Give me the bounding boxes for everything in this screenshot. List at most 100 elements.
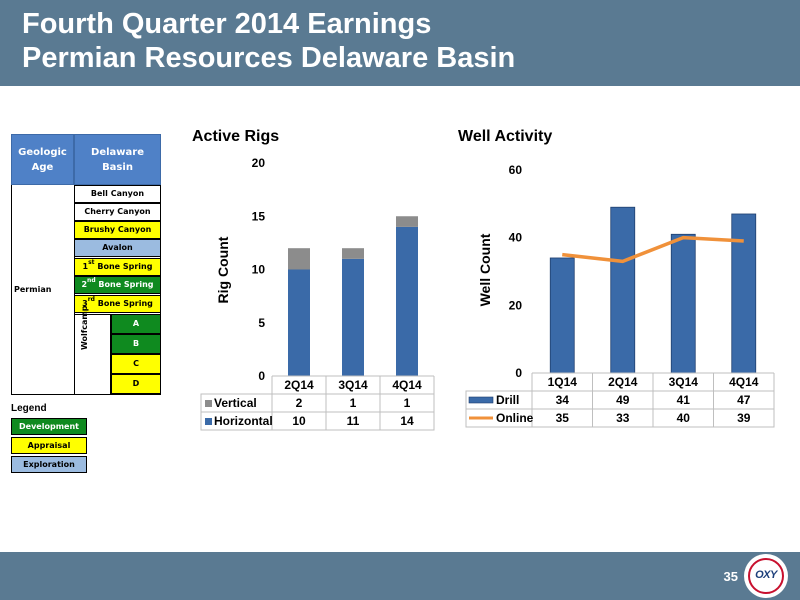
data-label: 35 xyxy=(556,411,570,425)
layer-label: Bone Spring xyxy=(97,299,153,308)
x-tick-label: 3Q14 xyxy=(669,375,699,389)
y-tick-label: 40 xyxy=(509,231,523,245)
y-tick-label: 10 xyxy=(252,263,266,277)
layer-1st-bone-spring: 1st Bone Spring xyxy=(74,258,161,276)
series-name: Horizontal xyxy=(214,414,273,428)
data-label: 49 xyxy=(616,393,630,407)
y-tick-label: 5 xyxy=(258,316,265,330)
permian-age-label: Permian xyxy=(14,285,52,294)
y-tick-label: 0 xyxy=(515,366,522,380)
slide-title-line-2: Permian Resources Delaware Basin xyxy=(22,42,516,74)
bar-vertical xyxy=(396,216,418,227)
bar-drill xyxy=(731,213,757,374)
data-label: 10 xyxy=(292,414,306,428)
wolfcamp-group xyxy=(74,314,111,395)
y-axis-label: Rig Count xyxy=(215,236,231,303)
logo-ring xyxy=(748,558,784,594)
legend-label: Development xyxy=(19,422,79,431)
page-number: 35 xyxy=(723,569,738,584)
bar-horizontal xyxy=(396,226,418,376)
y-tick-label: 0 xyxy=(258,369,265,383)
data-label: 2 xyxy=(296,396,303,410)
line-online xyxy=(562,235,744,264)
legend-appraisal: Appraisal xyxy=(11,437,87,454)
data-label: 33 xyxy=(616,411,630,425)
y-tick-label: 60 xyxy=(509,163,523,177)
series-name: Online xyxy=(496,411,534,425)
x-tick-label: 4Q14 xyxy=(392,378,422,392)
slide-footer: 35 xyxy=(0,552,800,600)
legend-label: Appraisal xyxy=(27,441,71,450)
series-name: Drill xyxy=(496,393,519,407)
bar-horizontal xyxy=(288,269,310,376)
layer-bell-canyon: Bell Canyon xyxy=(74,185,161,203)
layer-cherry-canyon: Cherry Canyon xyxy=(74,203,161,221)
layer-brushy-canyon: Brushy Canyon xyxy=(74,221,161,239)
legend-swatch xyxy=(205,400,212,407)
data-label: 40 xyxy=(677,411,691,425)
y-axis-label: Well Count xyxy=(477,233,493,306)
layer-label: Brushy Canyon xyxy=(83,225,152,234)
data-label: 34 xyxy=(556,393,570,407)
x-tick-label: 4Q14 xyxy=(729,375,759,389)
layer-ordinal: 3 xyxy=(82,299,88,308)
legend-swatch xyxy=(205,418,212,425)
data-label: 47 xyxy=(737,393,751,407)
bar-drill xyxy=(610,206,636,374)
bar-vertical xyxy=(288,248,310,270)
sublayer-label: D xyxy=(132,379,140,388)
x-tick-label: 2Q14 xyxy=(608,375,638,389)
active-rigs-title: Active Rigs xyxy=(192,128,280,145)
slide-header: Fourth Quarter 2014 Earnings Permian Res… xyxy=(0,0,800,86)
layer-ordinal: 1 xyxy=(82,262,89,271)
layer-wolfcamp-a: A xyxy=(111,314,161,334)
layer-ordinal-suffix: rd xyxy=(87,296,95,303)
data-label: 1 xyxy=(350,396,357,410)
geologic-age-header-label: Geologic Age xyxy=(18,146,67,173)
legend-exploration: Exploration xyxy=(11,456,87,473)
oxy-logo: OXY xyxy=(744,554,788,598)
data-label: 11 xyxy=(347,414,360,428)
layer-avalon: Avalon xyxy=(74,239,161,257)
layer-wolfcamp-b: B xyxy=(111,334,161,354)
bar-vertical xyxy=(342,248,364,259)
layer-wolfcamp-d: D xyxy=(111,374,161,394)
y-tick-label: 15 xyxy=(252,209,266,223)
data-label: 1 xyxy=(404,396,411,410)
data-label: 39 xyxy=(737,411,751,425)
x-tick-label: 1Q14 xyxy=(548,375,578,389)
data-label: 14 xyxy=(400,414,414,428)
sublayer-label: A xyxy=(132,319,140,328)
geologic-age-header: Geologic Age xyxy=(11,134,74,185)
legend-swatch xyxy=(468,396,494,404)
layer-label: Bone Spring xyxy=(97,262,153,271)
delaware-basin-header: Delaware Basin xyxy=(74,134,161,185)
bar-drill xyxy=(549,257,575,374)
bar-horizontal xyxy=(342,258,364,376)
layer-3rd-bone-spring: 3rd Bone Spring xyxy=(74,295,161,313)
layer-label: Bell Canyon xyxy=(90,189,145,198)
y-tick-label: 20 xyxy=(509,298,523,312)
delaware-basin-header-label: Delaware Basin xyxy=(91,146,144,173)
legend-title: Legend xyxy=(11,403,47,414)
sublayer-label: C xyxy=(133,359,139,368)
legend-label: Exploration xyxy=(23,460,75,469)
y-tick-label: 20 xyxy=(252,156,266,170)
logo-text: OXY xyxy=(755,569,777,581)
well-activity-title: Well Activity xyxy=(458,128,553,145)
layer-label: Avalon xyxy=(102,243,133,252)
slide-title-line-1: Fourth Quarter 2014 Earnings xyxy=(22,8,432,40)
bar-drill xyxy=(670,233,696,374)
x-tick-label: 3Q14 xyxy=(338,378,368,392)
layer-label: Bone Spring xyxy=(98,280,154,289)
layer-wolfcamp-c: C xyxy=(111,354,161,374)
layer-label: Cherry Canyon xyxy=(84,207,151,216)
x-tick-label: 2Q14 xyxy=(284,378,314,392)
layer-ordinal-suffix: nd xyxy=(87,277,96,284)
layer-2nd-bone-spring: 2nd Bone Spring xyxy=(74,276,161,294)
layer-ordinal: 2 xyxy=(81,280,88,289)
legend-development: Development xyxy=(11,418,87,435)
data-label: 41 xyxy=(677,393,691,407)
layer-ordinal-suffix: st xyxy=(88,259,95,266)
